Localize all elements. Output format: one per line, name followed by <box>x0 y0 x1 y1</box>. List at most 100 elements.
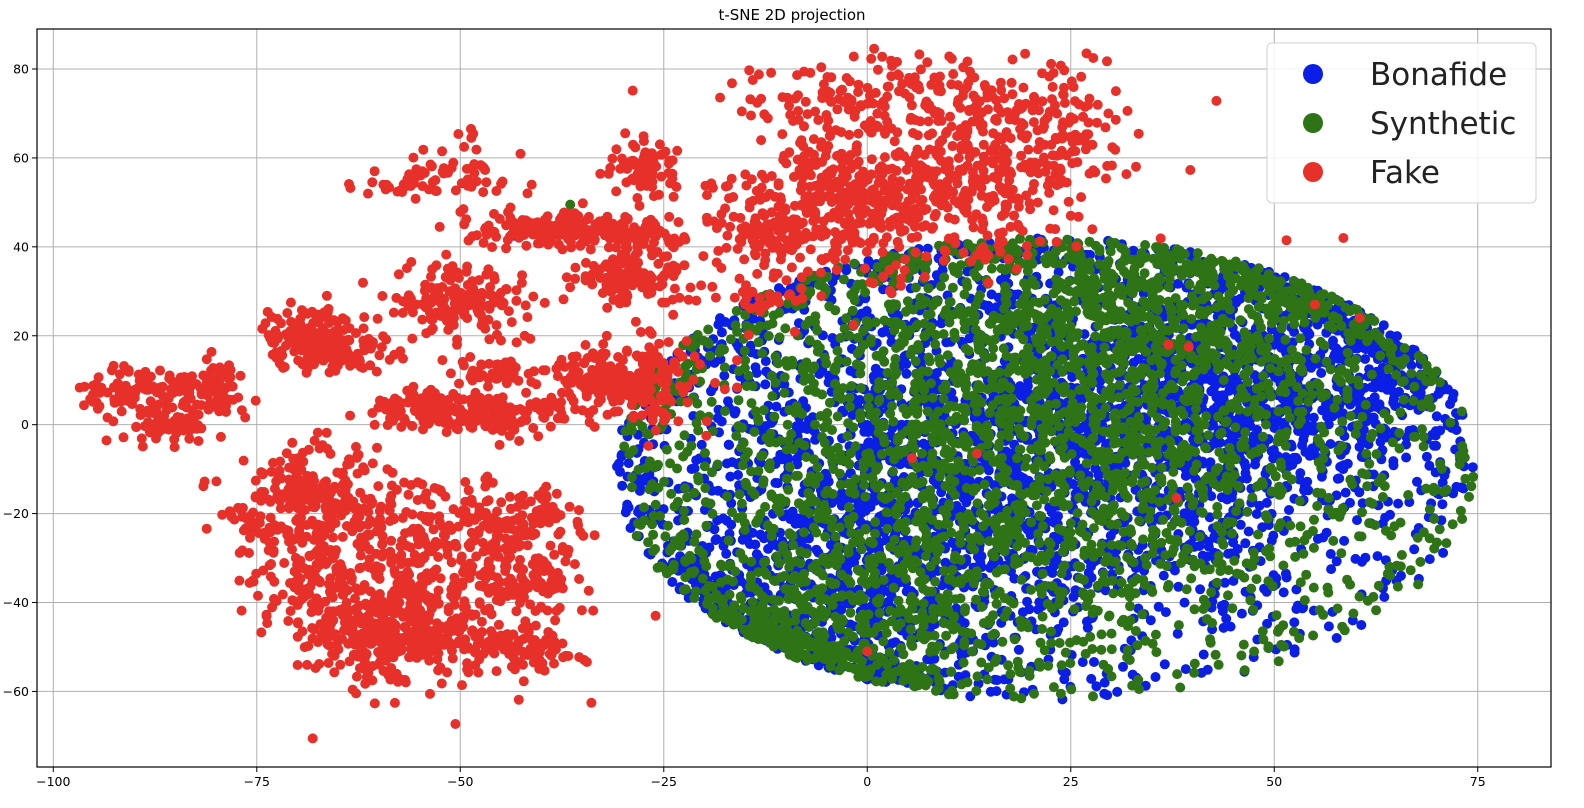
data-point <box>1020 386 1031 397</box>
data-point <box>1074 492 1084 503</box>
data-point <box>679 430 690 441</box>
data-point <box>1357 507 1367 518</box>
data-point <box>1304 450 1315 461</box>
data-point <box>661 444 672 455</box>
data-point <box>1005 669 1016 680</box>
data-point <box>1295 577 1306 588</box>
data-point <box>1278 587 1289 598</box>
data-point <box>1262 513 1273 524</box>
data-point <box>1289 644 1300 655</box>
data-point <box>1198 649 1209 660</box>
data-point <box>918 598 929 609</box>
data-point <box>1024 604 1035 615</box>
data-point <box>1372 551 1383 562</box>
data-point <box>1145 615 1156 626</box>
data-point <box>1047 568 1058 578</box>
data-point <box>1421 451 1432 462</box>
data-point <box>1015 667 1025 678</box>
data-point <box>1331 633 1342 643</box>
data-point <box>770 377 781 388</box>
data-point <box>1289 617 1300 628</box>
data-point <box>1086 561 1096 572</box>
data-point <box>1158 570 1169 581</box>
data-point <box>792 470 803 481</box>
data-point <box>1074 573 1085 584</box>
data-point <box>1332 603 1343 614</box>
data-point <box>700 483 711 494</box>
data-point <box>1159 659 1170 670</box>
data-point <box>1221 493 1232 504</box>
data-point <box>635 482 646 493</box>
data-point <box>901 359 912 370</box>
data-point <box>1308 412 1319 423</box>
data-point <box>877 327 888 338</box>
data-point <box>986 289 997 300</box>
data-point <box>1354 487 1365 498</box>
data-point <box>1216 535 1227 546</box>
data-point <box>703 324 714 335</box>
data-point <box>1056 660 1067 671</box>
data-point <box>1360 399 1371 410</box>
data-point <box>760 356 771 367</box>
data-point <box>706 396 717 407</box>
data-point <box>1435 425 1446 436</box>
data-point <box>623 458 634 469</box>
data-point <box>650 499 661 510</box>
data-point <box>1306 362 1317 373</box>
data-point <box>900 525 911 536</box>
data-point <box>964 333 975 344</box>
data-point <box>1089 657 1099 667</box>
data-point <box>1401 452 1412 463</box>
data-point <box>626 472 637 483</box>
data-point <box>1125 601 1135 612</box>
data-point <box>812 462 823 473</box>
data-point <box>1068 479 1078 489</box>
data-point <box>739 345 750 356</box>
data-point <box>1173 581 1184 592</box>
data-point <box>1225 461 1235 472</box>
data-point <box>1413 579 1424 590</box>
data-point <box>1350 553 1361 564</box>
data-point <box>1328 535 1339 546</box>
data-point <box>1262 618 1273 629</box>
data-point <box>765 428 776 439</box>
data-point <box>1221 613 1232 624</box>
chart-title: t-SNE 2D projection <box>718 6 865 24</box>
data-point <box>1072 561 1083 571</box>
data-point <box>1263 643 1274 654</box>
data-point <box>845 607 856 618</box>
data-point <box>1278 560 1289 571</box>
data-point <box>1250 459 1261 470</box>
data-point <box>1379 408 1390 419</box>
data-point <box>1069 604 1080 615</box>
data-point <box>660 531 671 542</box>
data-point <box>1323 587 1334 598</box>
data-point <box>953 671 964 682</box>
data-point <box>1253 529 1263 540</box>
data-point <box>1227 603 1238 614</box>
data-point <box>1424 554 1435 565</box>
data-point <box>1213 659 1224 670</box>
data-point <box>975 557 986 568</box>
data-point <box>1240 468 1251 479</box>
data-point <box>1081 458 1092 469</box>
data-point <box>1184 526 1195 537</box>
data-point <box>923 283 934 294</box>
data-point <box>934 353 945 364</box>
data-point <box>616 449 627 460</box>
data-point <box>1258 431 1268 442</box>
data-point <box>705 350 715 361</box>
data-point <box>1226 382 1237 393</box>
data-point <box>1102 690 1113 701</box>
data-point <box>1223 590 1233 601</box>
data-point <box>615 466 625 477</box>
data-points <box>74 43 1479 744</box>
data-point <box>719 370 730 381</box>
data-point <box>1399 343 1410 354</box>
data-point <box>1091 681 1102 692</box>
data-point <box>712 413 723 424</box>
data-point <box>1295 468 1306 479</box>
data-point <box>734 489 745 500</box>
data-point <box>1114 565 1125 576</box>
